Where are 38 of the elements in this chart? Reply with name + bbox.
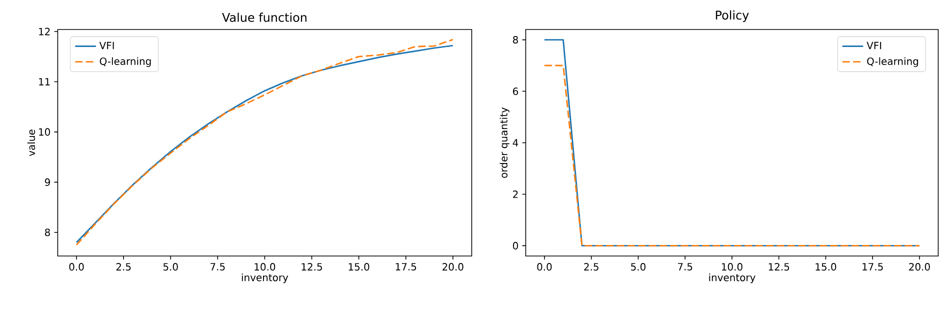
y-tick-label: 11 [39,78,50,86]
y-tick-label: 10 [39,128,50,136]
x-tick-label: 17.5 [862,263,883,270]
x-tick-label: 2.5 [116,263,131,271]
x-tick-label: 20.0 [442,263,464,271]
legend-label: VFI [99,42,114,50]
legend-label: VFI [866,42,882,50]
x-axis-title: inventory [709,274,756,284]
x-tick-label: 10.0 [722,263,742,271]
legend-label: Q-learning [867,57,918,67]
y-tick-label: 4 [512,139,518,146]
y-tick-label: 6 [513,88,518,96]
x-tick-label: 10.0 [254,263,276,271]
y-tick-label: 12 [39,28,50,36]
x-tick-label: 0.0 [69,263,84,271]
x-tick-label: 12.5 [302,263,322,271]
y-tick-label: 0 [512,242,518,250]
y-axis-title: value [27,130,36,156]
x-tick-label: 15.0 [348,263,370,271]
chart-title: Value function [222,12,306,22]
y-tick-label: 9 [44,178,50,186]
x-tick-label: 5.0 [163,263,178,271]
x-tick-label: 17.5 [396,263,416,270]
x-axis-title: inventory [242,274,288,284]
y-tick-label: 8 [512,36,518,44]
x-tick-label: 2.5 [584,263,598,271]
chart-title: Policy [716,10,749,22]
legend-label: Q-learning [100,57,151,67]
y-tick-label: 8 [44,228,50,236]
x-tick-label: 5.0 [631,263,646,271]
x-tick-label: 12.5 [768,263,790,271]
x-tick-label: 7.5 [678,263,692,270]
x-tick-label: 7.5 [210,263,225,270]
x-tick-label: 20.0 [909,263,930,271]
y-tick-label: 2 [513,190,518,198]
y-axis-title: order quantity [500,107,510,178]
x-tick-label: 0.0 [537,263,552,271]
x-tick-label: 15.0 [816,263,836,271]
